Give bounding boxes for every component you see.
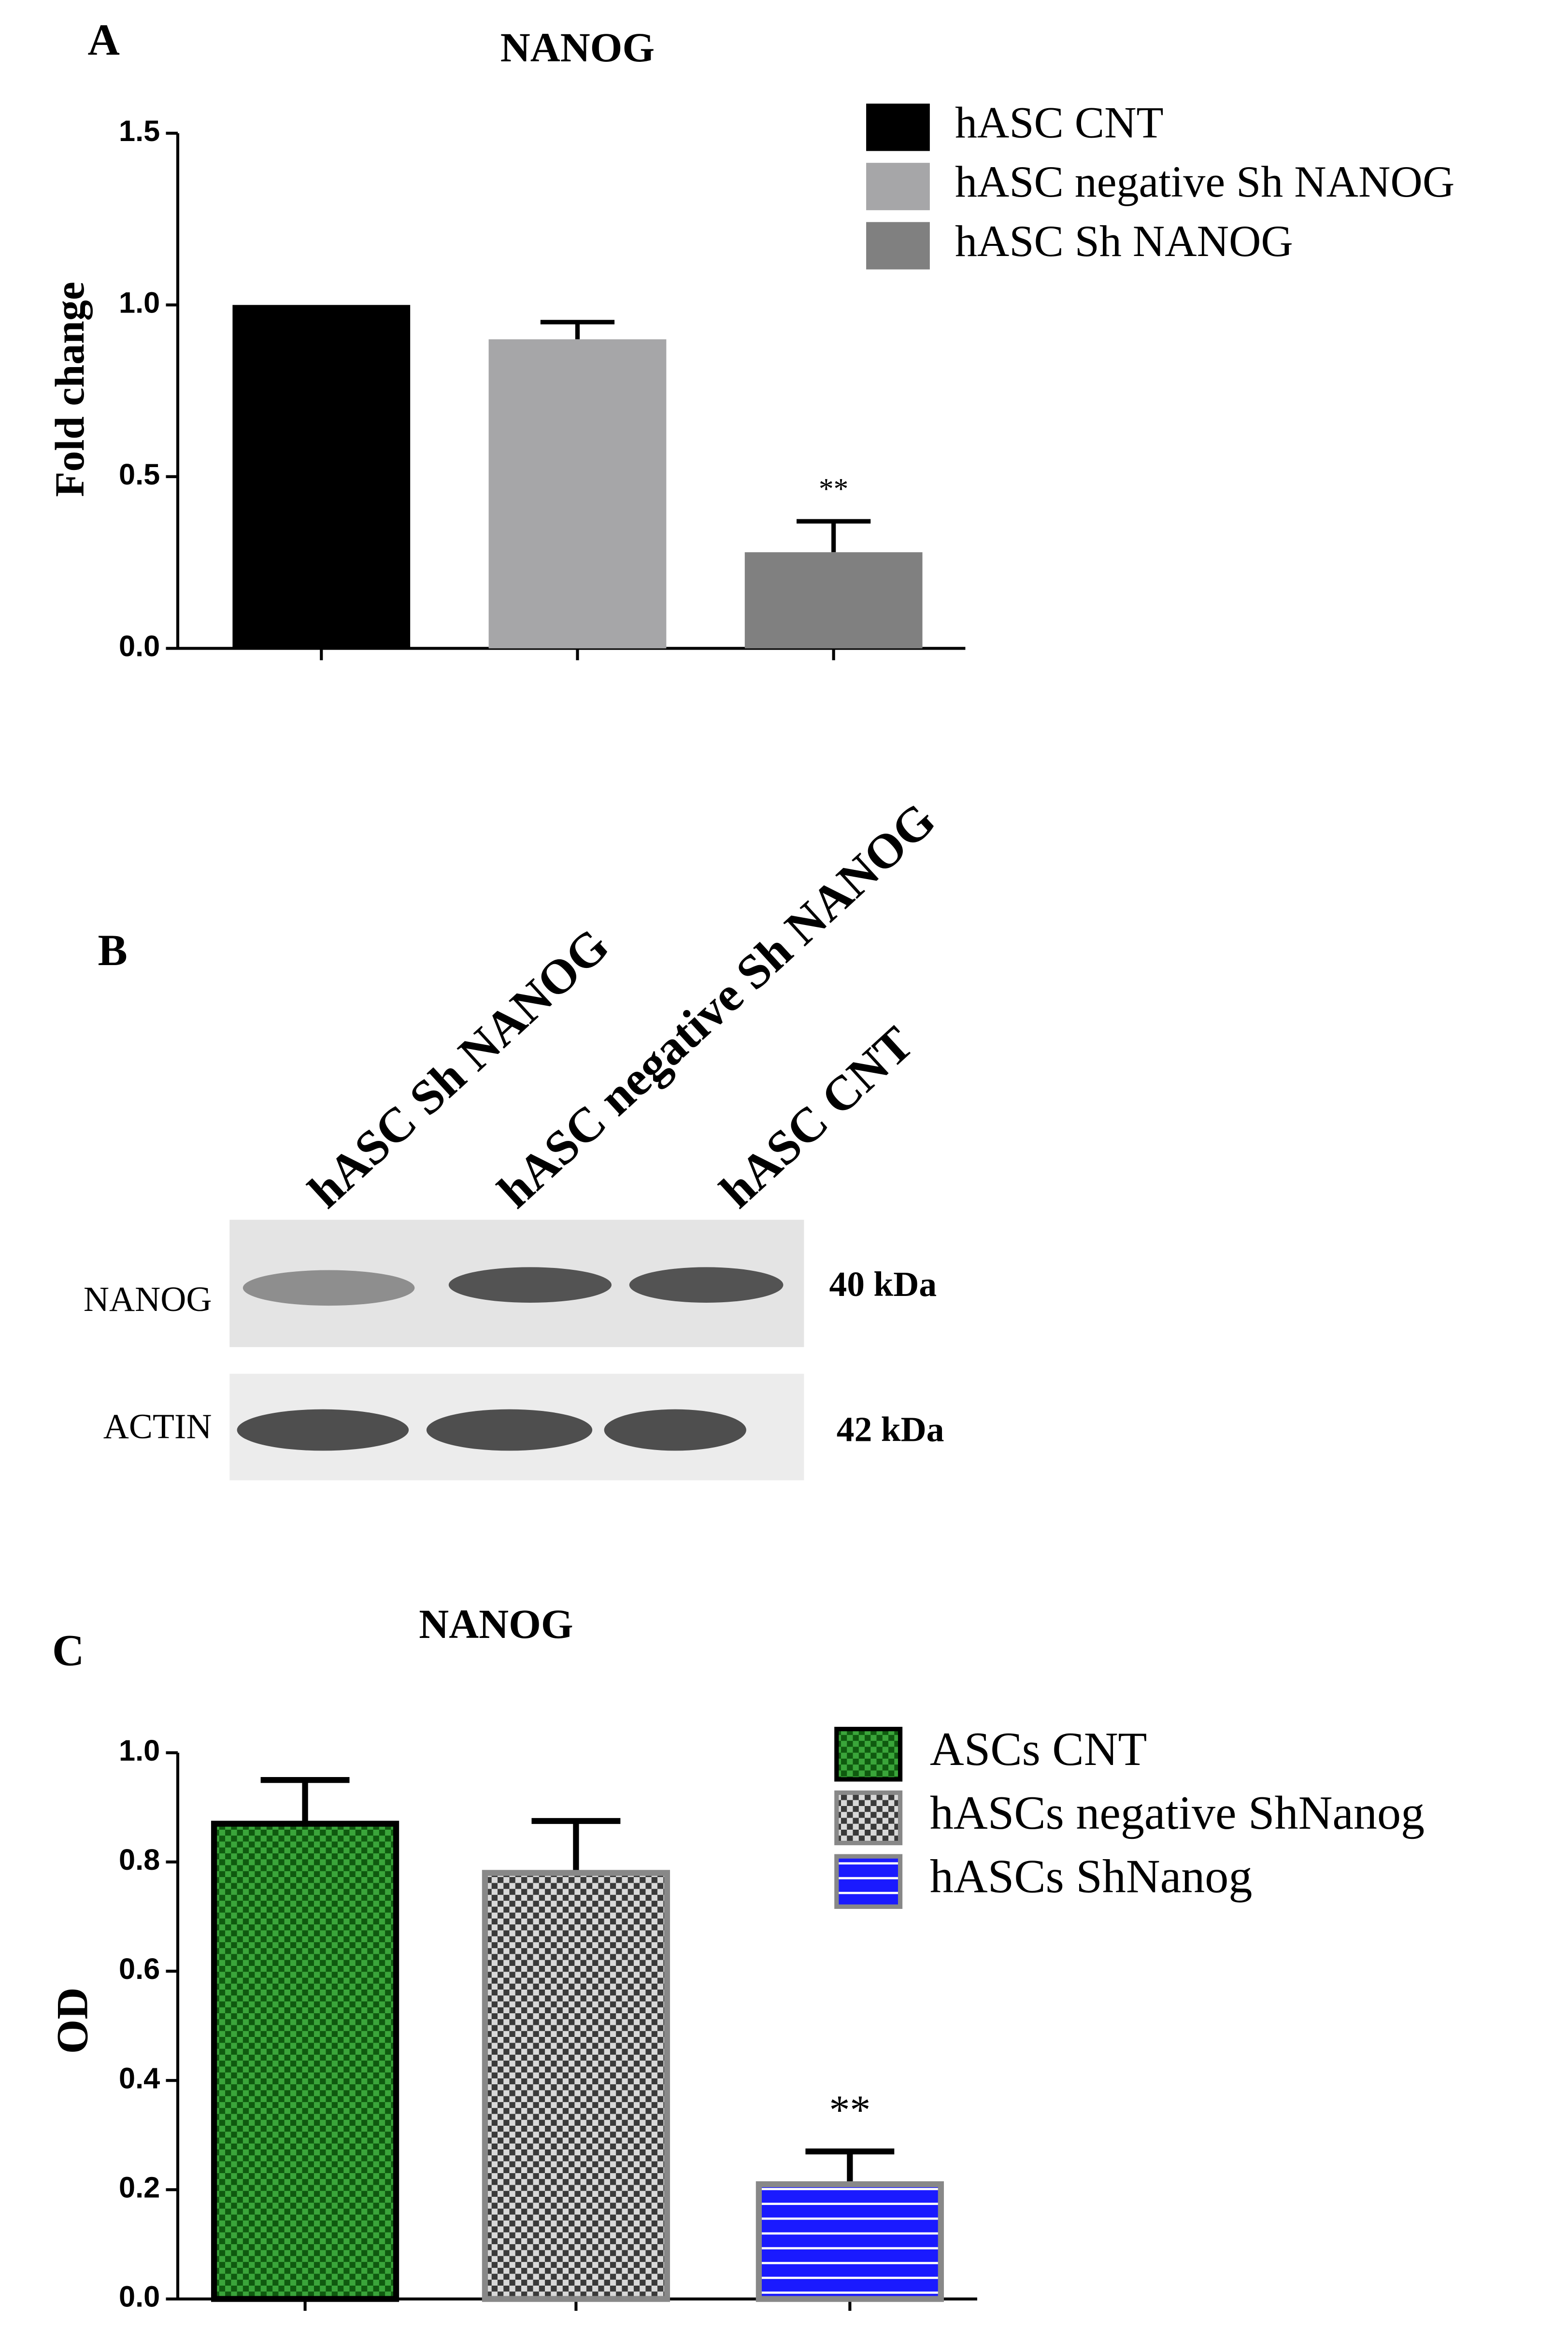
legend-label: hASC negative Sh NANOG — [955, 157, 1454, 206]
panel-label: A — [88, 15, 120, 64]
bar — [482, 1870, 670, 2302]
legend-swatch — [834, 1854, 903, 1909]
y-tick-label: 1.5 — [119, 114, 160, 147]
row-label: ACTIN — [103, 1406, 212, 1446]
bar — [488, 339, 667, 649]
y-tick-label: 1.0 — [119, 1734, 160, 1767]
annotation: ** — [829, 2087, 870, 2133]
y-tick-label: 0.2 — [119, 2171, 160, 2204]
band — [629, 1267, 784, 1303]
band — [448, 1267, 612, 1303]
size-label: 40 kDa — [829, 1264, 937, 1304]
y-tick-label: 1.0 — [119, 286, 160, 319]
legend-label: hASC Sh NANOG — [955, 216, 1293, 266]
band — [604, 1409, 746, 1451]
bar — [211, 1821, 399, 2302]
legend-label: ASCs CNT — [930, 1723, 1147, 1776]
chart-title: NANOG — [500, 25, 655, 71]
band — [237, 1409, 409, 1451]
y-tick-label: 0.5 — [119, 458, 160, 491]
y-tick-label: 0.0 — [119, 2280, 160, 2313]
band — [426, 1409, 593, 1451]
legend-swatch — [834, 1790, 903, 1846]
bar — [755, 2181, 944, 2302]
y-axis-label: Fold change — [47, 282, 93, 497]
legend-swatch — [866, 163, 930, 211]
y-tick-label: 0.8 — [119, 1843, 160, 1876]
legend-label: hASCs ShNanog — [930, 1851, 1252, 1903]
annotation: ** — [819, 472, 848, 505]
legend-label: hASCs negative ShNanog — [930, 1787, 1425, 1839]
legend-swatch — [866, 222, 930, 270]
legend-label: hASC CNT — [955, 98, 1164, 147]
legend-swatch — [834, 1726, 903, 1782]
y-tick-label: 0.4 — [119, 2062, 160, 2094]
legend-swatch — [866, 103, 930, 151]
y-axis-label: OD — [48, 1987, 97, 2054]
y-tick-label: 0.0 — [119, 630, 160, 663]
panel-label: B — [98, 925, 127, 975]
bar — [744, 552, 923, 649]
row-label: NANOG — [84, 1279, 212, 1319]
bar — [232, 305, 411, 649]
panel-label: C — [52, 1625, 84, 1675]
y-tick-label: 0.6 — [119, 1952, 160, 1985]
band — [242, 1270, 415, 1306]
chart-title: NANOG — [419, 1601, 573, 1647]
size-label: 42 kDa — [837, 1409, 944, 1449]
